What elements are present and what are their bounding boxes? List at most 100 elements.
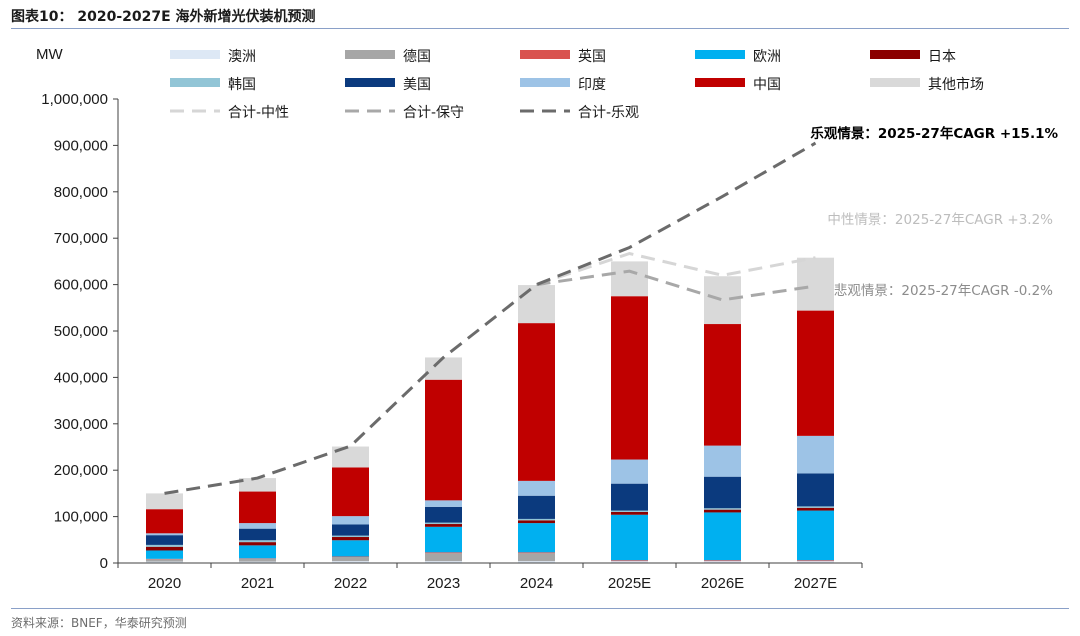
x-tick-label: 2022: [334, 575, 367, 592]
bar-japan: [425, 524, 462, 527]
bar-india: [146, 533, 183, 536]
legend-swatch-australia: [170, 50, 220, 59]
y-tick-label: 0: [100, 555, 108, 572]
bar-australia: [239, 561, 276, 563]
bar-india: [332, 516, 369, 525]
bar-others: [425, 357, 462, 380]
bar-china: [704, 324, 741, 446]
bar-usa: [332, 524, 369, 536]
bar-uk: [704, 560, 741, 562]
bar-uk: [518, 552, 555, 554]
bar-korea: [611, 510, 648, 512]
x-tick-label: 2021: [241, 575, 274, 592]
legend-swatch-japan: [870, 50, 920, 59]
bar-usa: [611, 483, 648, 511]
bar-japan: [704, 509, 741, 513]
bar-korea: [239, 540, 276, 543]
bar-europe: [332, 540, 369, 557]
bar-germany: [518, 553, 555, 562]
bar-others: [611, 261, 648, 297]
bar-india: [425, 500, 462, 507]
y-tick-label: 100,000: [54, 509, 108, 526]
bar-japan: [611, 511, 648, 515]
legend-swatch-europe: [695, 50, 745, 59]
bar-germany: [146, 559, 183, 562]
bar-india: [239, 523, 276, 529]
y-tick-label: 700,000: [54, 230, 108, 247]
y-tick-label: 600,000: [54, 277, 108, 294]
bar-china: [146, 509, 183, 534]
legend-swatch-others: [870, 78, 920, 87]
line-total_neutral: [536, 251, 816, 287]
legend-label-india: 印度: [578, 77, 606, 93]
legend-label-china: 中国: [753, 77, 781, 93]
bar-korea: [518, 518, 555, 521]
legend-label-korea: 韩国: [228, 77, 256, 93]
total-lines: [164, 141, 817, 495]
bar-china: [797, 310, 834, 436]
figure-title: 图表10： 2020-2027E 海外新增光伏装机预测: [11, 9, 316, 25]
bar-usa: [239, 528, 276, 541]
bar-australia: [425, 561, 462, 563]
annotation-2: 悲观情景：2025-27年CAGR -0.2%: [834, 282, 1053, 299]
bar-australia: [797, 561, 834, 563]
bar-others: [797, 257, 834, 311]
legend-label-europe: 欧洲: [753, 49, 781, 65]
bar-others: [518, 285, 555, 324]
annotation-0: 乐观情景：2025-27年CAGR +15.1%: [810, 125, 1058, 142]
bar-india: [611, 459, 648, 484]
legend-label-germany: 德国: [403, 49, 431, 65]
bar-japan: [239, 542, 276, 546]
y-tick-label: 800,000: [54, 184, 108, 201]
legend-label-others: 其他市场: [928, 76, 984, 93]
bar-india: [704, 445, 741, 477]
axes: MW 0 100,000 200,000 300,000 400,000 500,000 60…: [36, 46, 863, 592]
y-tick-label: 500,000: [54, 323, 108, 340]
bar-germany: [239, 558, 276, 562]
bar-india: [518, 480, 555, 496]
x-tick-label: 2024: [520, 575, 553, 592]
legend-swatch-india: [520, 78, 570, 87]
bar-europe: [797, 510, 834, 561]
legend-label-usa: 美国: [403, 77, 431, 93]
bar-usa: [425, 506, 462, 523]
bar-uk: [425, 552, 462, 554]
y-tick-label: 900,000: [54, 137, 108, 154]
legend-label-total_neutral: 合计-中性: [228, 105, 289, 121]
legend-label-uk: 英国: [578, 48, 606, 65]
bar-germany: [332, 556, 369, 562]
x-tick-label: 2023: [427, 575, 460, 592]
top-rule: [11, 28, 1069, 29]
legend-swatch-germany: [345, 50, 395, 59]
line-total_conservative: [536, 269, 816, 302]
bar-usa: [518, 495, 555, 519]
annotation-1: 中性情景：2025-27年CAGR +3.2%: [827, 212, 1053, 228]
x-tick-label: 2020: [148, 575, 181, 592]
x-tick-label: 2027E: [794, 575, 837, 592]
y-tick-label: 400,000: [54, 369, 108, 386]
bar-others: [146, 493, 183, 510]
bar-others: [239, 478, 276, 492]
bar-germany: [425, 553, 462, 562]
bar-china: [332, 467, 369, 517]
legend-swatch-china: [695, 78, 745, 87]
bar-korea: [146, 544, 183, 547]
bar-australia: [332, 561, 369, 563]
x-tick-label: 2026E: [701, 575, 744, 592]
figure-source: 资料来源：BNEF，华泰研究预测: [11, 616, 187, 630]
bar-europe: [704, 512, 741, 561]
bar-europe: [239, 545, 276, 559]
legend-label-australia: 澳洲: [228, 49, 256, 65]
bar-china: [239, 491, 276, 524]
figure-header: 图表10： 2020-2027E 海外新增光伏装机预测: [0, 0, 1080, 30]
legend-swatch-uk: [520, 50, 570, 59]
bar-china: [425, 379, 462, 501]
bar-europe: [518, 523, 555, 553]
legend-swatch-usa: [345, 78, 395, 87]
legend-label-total_conservative: 合计-保守: [403, 105, 464, 121]
bar-usa: [704, 476, 741, 509]
line-total_optimistic: [164, 141, 817, 495]
bar-japan: [146, 546, 183, 551]
bar-japan: [518, 520, 555, 524]
